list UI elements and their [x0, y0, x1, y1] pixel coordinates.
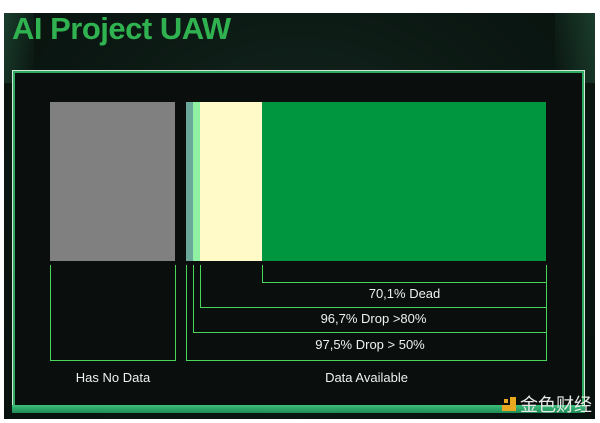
frame-bottom-glow	[12, 405, 585, 413]
bracket-line	[200, 265, 201, 308]
watermark-text: 金色财经	[520, 395, 592, 415]
annotation-drop-80: 96,7% Drop >80%	[320, 311, 427, 326]
label-data-available: Data Available	[325, 370, 408, 385]
bracket-line	[193, 332, 547, 333]
bracket-line	[186, 360, 547, 361]
bar-segment-other	[186, 102, 193, 261]
label-has-no-data: Has No Data	[75, 370, 151, 385]
bracket-line	[200, 307, 547, 308]
bracket-line	[193, 265, 194, 333]
bracket-line	[50, 360, 176, 361]
annotation-drop-50: 97,5% Drop > 50%	[315, 337, 425, 352]
bracket-line	[175, 265, 176, 361]
bracket-line	[262, 282, 547, 283]
bar-has-no-data	[50, 102, 175, 261]
bracket-line	[546, 265, 547, 361]
bracket-line	[186, 265, 187, 361]
bar-segment-drop-over-80	[200, 102, 262, 261]
watermark-logo-icon	[502, 397, 516, 411]
watermark: 金色财经	[502, 391, 592, 417]
bar-segment-drop-50-80	[193, 102, 200, 261]
bracket-line	[50, 265, 51, 361]
annotation-dead: 70,1% Dead	[368, 286, 441, 301]
bar-segment-dead	[262, 102, 546, 261]
page-title: AI Project UAW	[12, 11, 231, 46]
bracket-line	[262, 265, 263, 283]
